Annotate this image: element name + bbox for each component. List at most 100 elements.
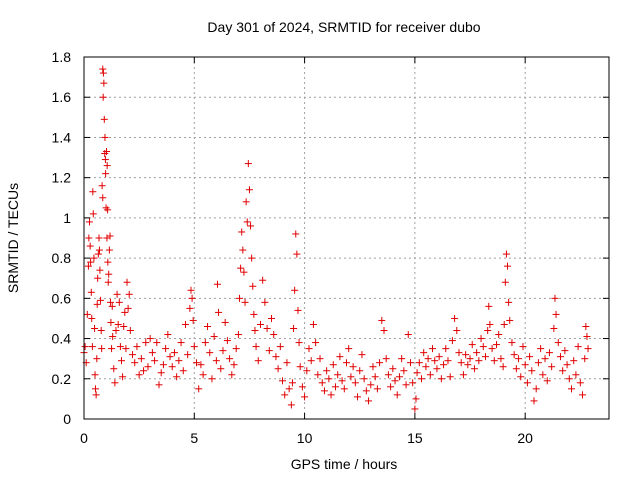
data-point xyxy=(190,343,198,351)
data-point xyxy=(249,282,257,290)
data-point xyxy=(212,357,220,365)
data-point xyxy=(118,357,125,365)
data-point xyxy=(89,210,97,218)
data-point xyxy=(435,353,443,361)
data-point xyxy=(97,296,105,304)
data-point xyxy=(251,327,259,335)
data-point xyxy=(90,254,98,262)
data-point xyxy=(219,347,227,355)
plot-frame xyxy=(83,56,610,420)
data-point xyxy=(228,371,236,379)
data-point xyxy=(187,286,195,294)
data-point xyxy=(93,300,101,308)
data-point xyxy=(88,314,96,322)
data-point xyxy=(485,302,493,310)
data-point xyxy=(574,343,582,351)
data-point xyxy=(120,322,128,330)
data-point xyxy=(354,393,362,401)
data-point xyxy=(197,361,205,369)
chart-title: Day 301 of 2024, SRMTID for receiver dub… xyxy=(207,19,480,35)
data-point xyxy=(550,325,558,332)
data-point xyxy=(115,298,123,306)
data-point xyxy=(343,359,350,367)
y-axis-label: SRMTID / TECUs xyxy=(5,183,21,293)
data-point xyxy=(373,385,381,393)
data-point xyxy=(412,395,420,403)
data-point xyxy=(437,375,445,383)
data-point xyxy=(170,349,178,357)
data-point xyxy=(501,278,509,286)
x-tick-label: 5 xyxy=(190,430,198,446)
data-point xyxy=(244,160,252,168)
data-point xyxy=(166,353,174,361)
data-point xyxy=(384,371,392,379)
data-point xyxy=(329,361,337,369)
data-point xyxy=(92,391,100,399)
data-point xyxy=(177,339,185,347)
data-point xyxy=(204,322,212,330)
data-point xyxy=(206,349,214,357)
data-point xyxy=(457,359,465,367)
data-point xyxy=(168,363,176,371)
data-point xyxy=(155,381,163,389)
data-point xyxy=(303,367,311,375)
data-point xyxy=(210,333,218,341)
data-point xyxy=(261,298,269,306)
data-point xyxy=(493,341,500,349)
data-point xyxy=(99,65,107,73)
data-point xyxy=(464,361,472,369)
data-point xyxy=(188,294,196,302)
data-point xyxy=(338,377,346,385)
data-point xyxy=(340,385,348,393)
data-point xyxy=(409,379,417,387)
data-point xyxy=(365,397,373,405)
data-point xyxy=(395,373,403,381)
y-tick-label: 0.4 xyxy=(52,331,72,347)
data-point xyxy=(312,339,320,347)
data-point xyxy=(559,367,567,375)
data-point xyxy=(265,347,273,355)
y-tick-label: 0.8 xyxy=(52,250,72,266)
data-point xyxy=(105,270,113,278)
data-point xyxy=(151,357,159,365)
data-point xyxy=(186,304,194,312)
data-point xyxy=(153,339,161,347)
y-tick-label: 0.6 xyxy=(52,290,72,306)
data-point xyxy=(87,258,95,266)
data-point xyxy=(477,335,485,343)
data-point xyxy=(112,327,120,335)
data-point xyxy=(345,345,353,353)
data-point xyxy=(479,343,487,351)
data-point xyxy=(252,343,260,351)
x-tick-label: 15 xyxy=(407,430,423,446)
data-point xyxy=(276,343,284,351)
data-point xyxy=(179,367,187,375)
data-point xyxy=(378,316,386,324)
data-point xyxy=(462,351,470,359)
data-point xyxy=(495,331,503,339)
x-tick-label: 0 xyxy=(80,430,88,446)
data-point xyxy=(238,228,246,236)
data-point xyxy=(111,379,119,387)
grid-layer xyxy=(84,57,609,419)
data-point xyxy=(508,339,516,347)
data-point xyxy=(561,347,569,355)
y-tick-label: 1.4 xyxy=(52,129,72,145)
data-point xyxy=(110,365,118,373)
data-point xyxy=(584,345,592,353)
data-point xyxy=(86,218,94,226)
data-point xyxy=(404,331,412,339)
data-point xyxy=(563,361,571,369)
data-point xyxy=(530,397,538,405)
data-point xyxy=(281,391,289,399)
data-point xyxy=(259,276,267,284)
data-point xyxy=(164,331,172,339)
data-point xyxy=(114,320,122,328)
data-point xyxy=(484,327,492,335)
data-point xyxy=(418,375,425,383)
data-point xyxy=(502,250,510,258)
data-point xyxy=(104,258,112,266)
data-point xyxy=(133,343,141,351)
data-point xyxy=(440,361,448,369)
data-point xyxy=(287,401,295,409)
